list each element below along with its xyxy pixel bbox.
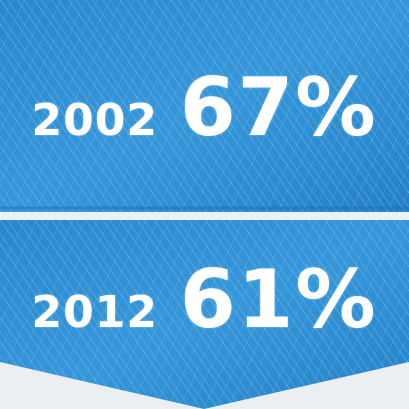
stat-row-2002: 2002 67% [0, 68, 409, 148]
stat-panel-2002: 2002 67% [0, 0, 409, 212]
stat-percent: 61% [179, 253, 378, 346]
stat-panel-2012: 2012 61% [0, 220, 409, 409]
panel-divider [0, 212, 409, 220]
hatched-banner-background [0, 0, 409, 212]
stat-percent: 67% [179, 61, 378, 154]
hatched-banner-background [0, 220, 409, 409]
stat-year: 2012 [31, 287, 158, 338]
stat-row-2012: 2012 61% [0, 260, 409, 340]
stat-year: 2002 [31, 95, 158, 146]
